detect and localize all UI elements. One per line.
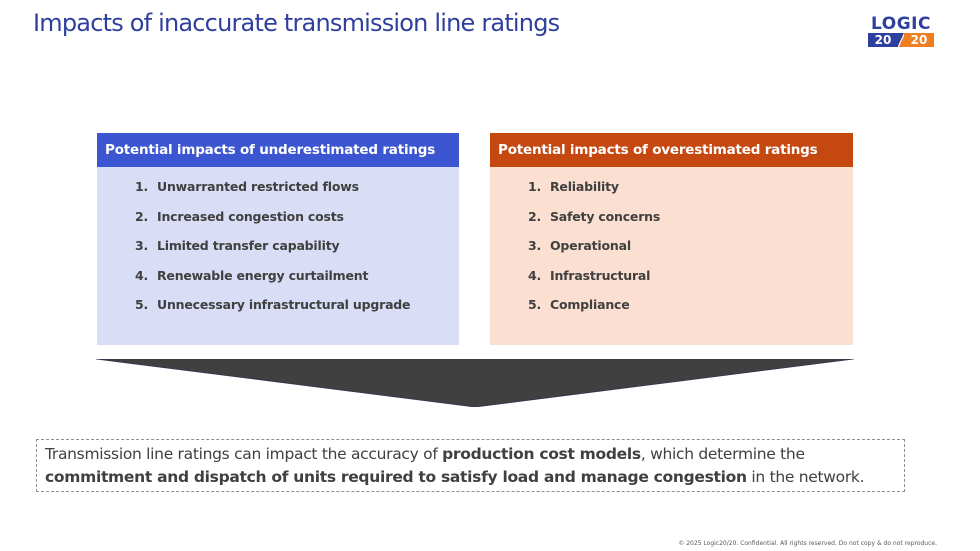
- item-text: Renewable energy curtailment: [157, 267, 369, 283]
- overestimated-panel-header: Potential impacts of overestimated ratin…: [490, 133, 853, 167]
- logic2020-logo: LOGIC 20 20: [868, 16, 934, 48]
- item-number: 1.: [528, 179, 542, 194]
- logo-slash: [898, 33, 904, 47]
- item-number: 5.: [528, 297, 542, 312]
- underestimated-list: 1. Unwarranted restricted flows 2. Increas…: [97, 167, 459, 320]
- list-item: 2. Increased congestion costs: [97, 202, 459, 232]
- down-chevron-arrow-icon: [96, 359, 854, 407]
- item-number: 4.: [135, 267, 149, 283]
- list-item: 3. Operational: [490, 231, 853, 261]
- item-text: Safety concerns: [550, 208, 661, 224]
- summary-text-1: Transmission line ratings can impact the…: [45, 445, 443, 463]
- logo-2020-bar: 20 20: [868, 33, 934, 47]
- item-text: Unwarranted restricted flows: [157, 179, 359, 194]
- item-number: 4.: [528, 267, 542, 283]
- item-number: 3.: [528, 238, 542, 253]
- underestimated-panel-header: Potential impacts of underestimated rati…: [97, 133, 459, 167]
- list-item: 5. Compliance: [490, 290, 853, 320]
- overestimated-list: 1. Reliability 2. Safety concerns 3. Operat…: [490, 167, 853, 320]
- item-number: 5.: [135, 297, 149, 312]
- summary-callout: Transmission line ratings can impact the…: [36, 439, 905, 492]
- list-item: 2. Safety concerns: [490, 202, 853, 232]
- list-item: 4. Renewable energy curtailment: [97, 261, 459, 291]
- summary-text-3: in the network.: [746, 468, 865, 486]
- slide-title: Impacts of inaccurate transmission line …: [33, 9, 560, 37]
- list-item: 3. Limited transfer capability: [97, 231, 459, 261]
- list-item: 5. Unnecessary infrastructural upgrade: [97, 290, 459, 320]
- item-text: Unnecessary infrastructural upgrade: [157, 297, 411, 312]
- copyright-footer: © 2025 Logic20/20. Confidential. All rig…: [678, 540, 937, 547]
- item-number: 2.: [528, 208, 542, 224]
- item-text: Increased congestion costs: [157, 208, 344, 224]
- item-text: Compliance: [550, 297, 630, 312]
- item-number: 1.: [135, 179, 149, 194]
- logo-right-number: 20: [904, 33, 934, 47]
- item-text: Infrastructural: [550, 267, 651, 283]
- summary-text-2: , which determine the: [640, 445, 805, 463]
- summary-bold-1: production cost models: [442, 445, 641, 463]
- list-item: 4. Infrastructural: [490, 261, 853, 291]
- overestimated-panel: Potential impacts of overestimated ratin…: [490, 133, 853, 345]
- item-text: Operational: [550, 238, 631, 253]
- list-item: 1. Unwarranted restricted flows: [97, 172, 459, 202]
- item-text: Limited transfer capability: [157, 238, 340, 253]
- item-text: Reliability: [550, 179, 619, 194]
- summary-bold-2: commitment and dispatch of units require…: [45, 468, 747, 486]
- item-number: 3.: [135, 238, 149, 253]
- logo-wordmark: LOGIC: [871, 14, 931, 34]
- list-item: 1. Reliability: [490, 172, 853, 202]
- underestimated-panel: Potential impacts of underestimated rati…: [97, 133, 459, 345]
- logo-left-number: 20: [868, 33, 898, 47]
- item-number: 2.: [135, 208, 149, 224]
